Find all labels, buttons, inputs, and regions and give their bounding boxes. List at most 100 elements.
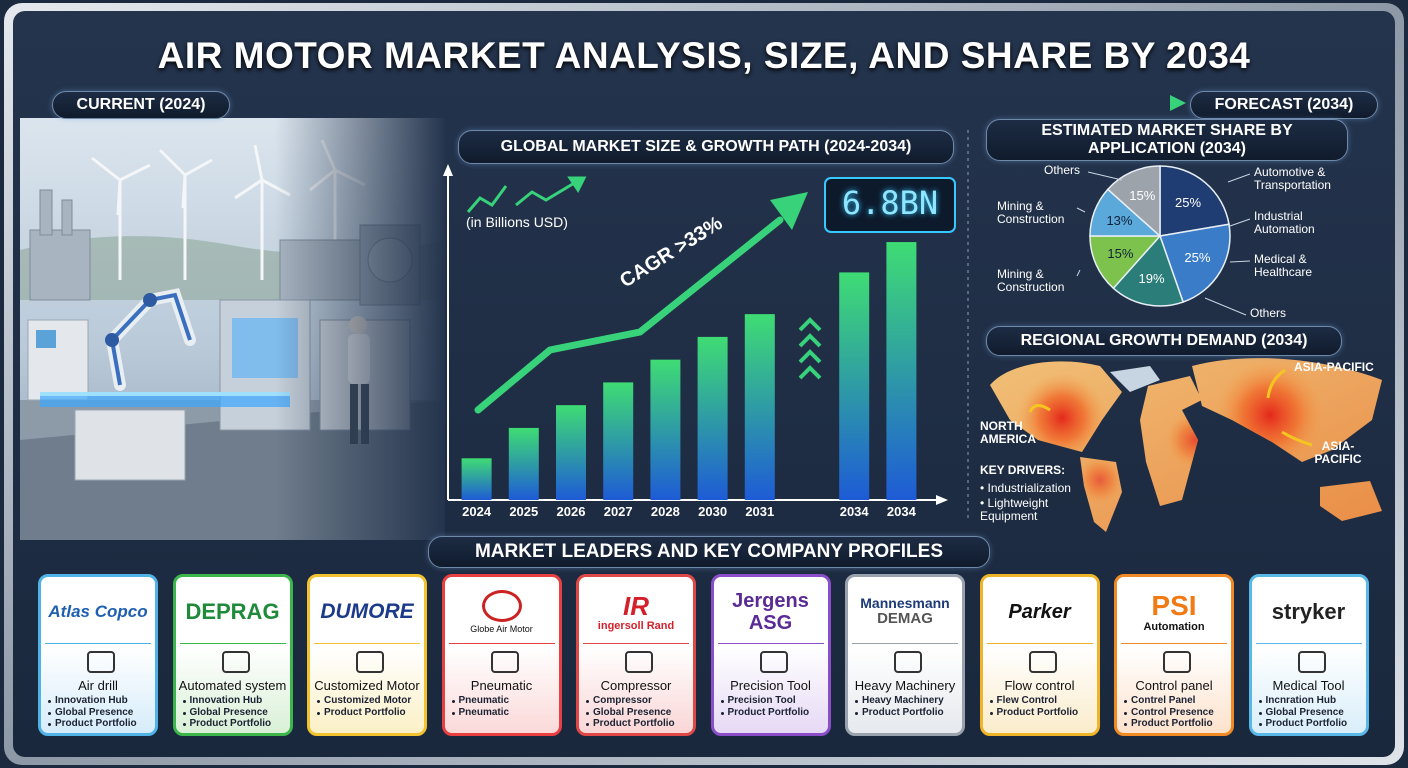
pie-category-label: Automotive & Transportation [1254, 165, 1331, 193]
bar [556, 405, 586, 500]
company-logo: Parker [1008, 601, 1071, 623]
product-icon [356, 651, 384, 673]
slice-label: 13% [1106, 212, 1133, 228]
bar [461, 458, 492, 500]
slice-label: 15% [1129, 188, 1156, 204]
logo-box: PSI Automation [1121, 581, 1227, 644]
pie-category-label: Mining & Construction [997, 267, 1065, 295]
cagr-arrowhead [770, 192, 808, 230]
map-label: NORTH AMERICA [980, 419, 1036, 447]
bullet-dot [989, 700, 993, 703]
photo-fade [20, 118, 445, 540]
company-logo: IR [623, 590, 649, 621]
company-sublogo: ingersoll Rand [597, 620, 675, 633]
bullet-text: Control Presence [1131, 706, 1214, 718]
bullet-text: Innovation Hub [55, 695, 128, 706]
company-logo: Mannesmann [860, 595, 950, 612]
company-logo: DEPRAG [185, 598, 280, 624]
bar [839, 272, 870, 500]
company-card: Mannesmann DEMAG Heavy Machinery Heavy Mach… [845, 574, 965, 736]
growth-chevrons [798, 317, 822, 380]
x-tick-label: 2031 [745, 504, 775, 519]
map-title: REGIONAL GROWTH DEMAND (2034) [986, 326, 1342, 356]
bullet-dot [182, 711, 186, 715]
product-icon [87, 651, 115, 673]
map-arrow [1266, 368, 1286, 399]
company-card: stryker Medical Tool Incnration Hub Global … [1248, 574, 1369, 736]
product-name: Heavy Machinery [854, 678, 956, 693]
company-logo: PSI [1151, 589, 1197, 621]
leader-line [1076, 207, 1086, 213]
current-label: CURRENT (2024) [52, 91, 230, 119]
company-card: Atlas Copco Air drill Innovation Hub Global… [38, 574, 158, 736]
highlight-box [824, 177, 956, 233]
bullet-text: Pneumatic [458, 706, 510, 718]
map-label: ASIA-PACIFIC [1294, 360, 1374, 374]
growth-icons [466, 176, 587, 213]
bullet-dot [451, 700, 455, 703]
bullet-text: Incnration Hub [1265, 695, 1337, 706]
product-icon [1028, 651, 1057, 673]
bullet-dot [317, 711, 320, 715]
bullet-dot [586, 723, 589, 726]
forecast-label: FORECAST (2034) [1190, 91, 1378, 119]
leader-line [1229, 218, 1251, 227]
factory-photo [20, 118, 445, 540]
slice-label: 15% [1107, 245, 1134, 261]
pie-annotation: Industrial Automation [1254, 209, 1315, 237]
map-arrow [1281, 430, 1313, 447]
product-icon [1297, 651, 1326, 673]
logo-box: Mannesmann DEMAG [852, 581, 958, 644]
product-name: Precision Tool [730, 678, 811, 693]
company-card: DEPRAG Automated system Innovation Hub Glob… [172, 574, 293, 736]
x-tick-label: 2034 [886, 504, 916, 519]
logo-box: Atlas Copco [45, 581, 151, 644]
company-sublogo: DEMAG [877, 610, 933, 628]
pie-category-label: Mining & Construction [997, 199, 1065, 227]
x-tick-label: 2027 [603, 504, 633, 519]
logo-box: Globe Air Motor [448, 581, 555, 644]
company-card: DUMORE Customized Motor Customized Motor Pr… [307, 574, 427, 736]
bullet-text: Product Portfolio [1131, 718, 1213, 729]
company-logo: Globe Air Motor [470, 623, 533, 634]
logo-box: IR ingersoll Rand [583, 581, 689, 644]
bar-subtitle: (in Billions USD) [466, 214, 568, 230]
bullet-text: Precision Tool [727, 695, 796, 706]
bar-title: GLOBAL MARKET SIZE & GROWTH PATH (2024-2… [458, 130, 954, 164]
map-label: ASIA-PACIFIC [1314, 439, 1362, 467]
product-icon [759, 651, 788, 673]
bullet-text: Innovation Hub [189, 695, 263, 706]
product-icon [221, 651, 250, 673]
y-axis-arrowhead [443, 164, 453, 176]
product-name: Pneumatic [470, 678, 533, 693]
company-sublogo: ASG [748, 612, 793, 634]
product-icon [490, 651, 519, 673]
bullet-text: Global Presence [593, 706, 672, 718]
logo-box: DEPRAG [179, 581, 286, 644]
map-arrow [1028, 404, 1051, 413]
bullet-text: Product Portfolio [727, 706, 810, 718]
product-name: Customized Motor [314, 678, 420, 693]
bullet-text: Global Presence [55, 706, 134, 718]
x-tick-label: 2024 [462, 504, 492, 519]
pie-title: ESTIMATED MARKET SHARE BY APPLICATION (2… [986, 119, 1348, 161]
leader-line [1076, 269, 1081, 277]
pie-slice [1089, 235, 1162, 290]
bullet-dot [989, 711, 993, 715]
pie-category-label: Others [1044, 163, 1081, 177]
logo-box: DUMORE [314, 581, 420, 644]
company-card: Globe Air Motor Pneumatic Pneumatic Pneumat… [441, 574, 562, 736]
pie-slice [1112, 234, 1185, 307]
x-tick-label: 2028 [650, 504, 680, 519]
bullet-dot [1124, 711, 1127, 715]
bullet-dot [720, 711, 724, 715]
cagr-arrow [474, 216, 784, 414]
bullet-text: Product Portfolio [996, 706, 1079, 718]
bullet-text: Product Portfolio [55, 718, 137, 729]
product-name: Flow control [1004, 678, 1075, 693]
greenland [1110, 366, 1160, 392]
bullet-dot [48, 723, 51, 726]
slice-label: 25% [1174, 194, 1202, 210]
